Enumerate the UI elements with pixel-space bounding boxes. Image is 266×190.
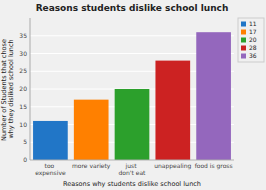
bar — [33, 121, 68, 160]
grid-line — [30, 160, 234, 161]
legend-swatch — [241, 46, 246, 51]
legend-swatch — [241, 38, 246, 43]
y-axis-label-line: why they disliked school lunch — [7, 39, 15, 138]
x-axis-label: Reasons why students dislike school lunc… — [63, 180, 201, 188]
x-tick-label: unappealing — [154, 162, 191, 170]
bar — [155, 61, 190, 160]
legend-label: 20 — [249, 36, 257, 43]
y-tick-label: 30 — [19, 50, 27, 57]
legend-swatch — [241, 22, 246, 27]
legend-label: 28 — [249, 44, 257, 51]
x-tick-label-line: expensive — [35, 169, 66, 177]
legend: 1117202836 — [238, 18, 264, 62]
x-tick-label-line: don't eat — [119, 169, 147, 176]
x-tick-label: food is gross — [195, 162, 233, 170]
y-axis-label: Number of Students that chose why they d… — [0, 37, 15, 141]
legend-label: 11 — [249, 20, 257, 27]
y-tick-label: 10 — [19, 121, 27, 128]
x-tick-label: more variety — [72, 162, 111, 170]
x-axis-line — [30, 160, 234, 161]
bar — [196, 32, 231, 160]
legend-label: 36 — [249, 52, 257, 59]
y-tick-label: 25 — [19, 67, 27, 74]
y-axis-line — [30, 18, 31, 160]
legend-frame — [238, 18, 264, 62]
legend-label: 17 — [249, 28, 257, 35]
y-tick-label: 20 — [19, 85, 27, 92]
x-tick-label: just don't eat — [119, 162, 147, 176]
chart: Reasons students dislike school lunch 0 5 1… — [0, 0, 266, 190]
bars — [33, 32, 231, 160]
y-tick-label: 5 — [23, 138, 27, 145]
bar — [74, 100, 109, 160]
bar — [115, 89, 150, 160]
y-tick-label: 15 — [19, 103, 27, 110]
title: Reasons students dislike school lunch — [36, 3, 229, 13]
legend-swatch — [241, 30, 246, 35]
x-tick-label: too expensive — [35, 162, 66, 177]
background — [0, 0, 266, 190]
legend-swatch — [241, 54, 246, 59]
y-tick-label: 0 — [23, 156, 27, 163]
y-tick-label: 35 — [19, 32, 27, 39]
